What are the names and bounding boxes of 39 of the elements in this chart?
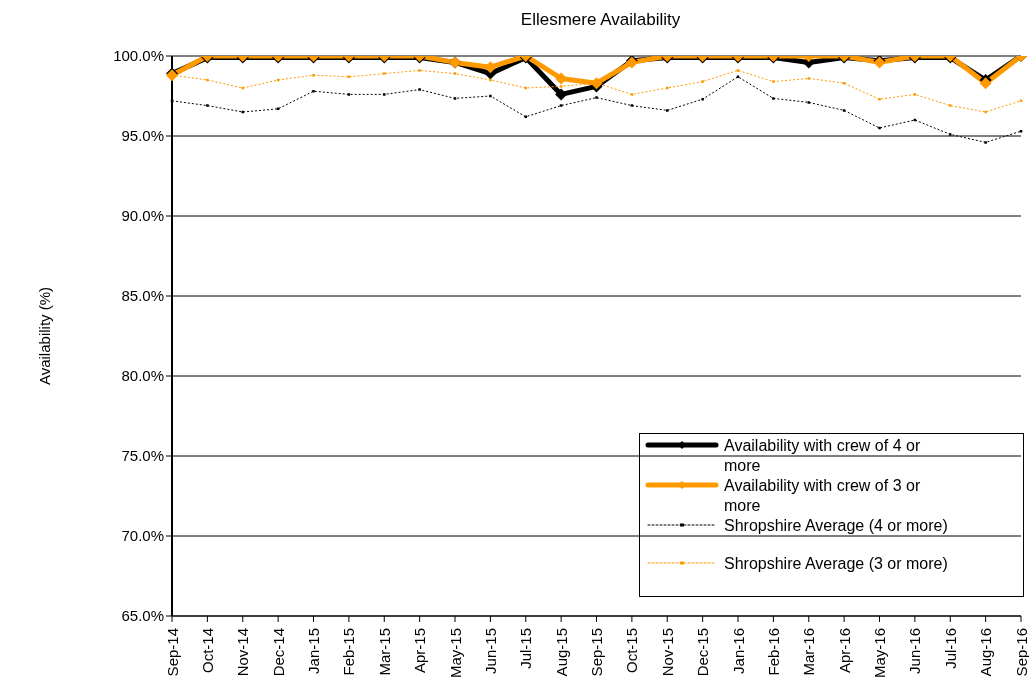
x-tick-label: Jul-15: [517, 628, 535, 669]
x-tick-label: Nov-15: [658, 628, 676, 677]
y-axis-title: Availability (%): [36, 286, 54, 386]
x-tick-label: Jul-16: [941, 628, 959, 669]
x-tick-label: Sep-16: [1012, 628, 1029, 677]
x-tick-label: Jun-16: [906, 628, 924, 674]
x-tick-label: Jan-15: [305, 628, 322, 674]
x-tick-label: May-15: [446, 628, 464, 679]
x-tick-label: Oct-14: [198, 628, 216, 674]
x-tick-label: Mar-16: [800, 628, 818, 676]
x-tick-label: Jan-16: [729, 628, 747, 674]
x-tick-label: Jun-15: [481, 628, 499, 674]
x-tick-label: Mar-15: [375, 628, 393, 676]
chart-title: Ellesmere Availability: [519, 10, 682, 30]
x-tick-label: Oct-15: [623, 628, 641, 674]
x-tick-label: May-16: [871, 628, 888, 679]
y-tick-label: 90.0%: [121, 207, 164, 225]
legend-label: Availability with crew of 3 or more: [724, 476, 922, 516]
x-tick-label: Sep-14: [163, 628, 181, 677]
legend-label: Availability with crew of 4 or more: [724, 436, 922, 476]
x-tick-label: Nov-14: [234, 628, 252, 677]
x-tick-label: Apr-15: [411, 628, 429, 674]
x-tick-label: Aug-15: [552, 628, 570, 677]
legend-label: Shropshire Average (4 or more): [724, 516, 949, 536]
x-tick-label: Feb-16: [764, 628, 782, 676]
x-tick-label: Dec-14: [269, 628, 287, 677]
legend-label: Shropshire Average (3 or more): [724, 554, 949, 574]
x-tick-label: Sep-15: [588, 628, 605, 677]
y-tick-label: 85.0%: [121, 287, 164, 305]
x-tick-label: Aug-16: [977, 628, 995, 677]
y-tick-label: 75.0%: [121, 447, 164, 465]
y-tick-label: 65.0%: [121, 607, 164, 625]
y-tick-label: 95.0%: [121, 127, 164, 145]
x-tick-label: Apr-16: [835, 628, 853, 674]
y-tick-label: 100.0%: [113, 47, 164, 65]
x-tick-label: Feb-15: [340, 628, 358, 676]
y-tick-label: 80.0%: [121, 367, 164, 385]
y-tick-label: 70.0%: [121, 527, 164, 545]
x-tick-label: Dec-15: [694, 628, 712, 677]
